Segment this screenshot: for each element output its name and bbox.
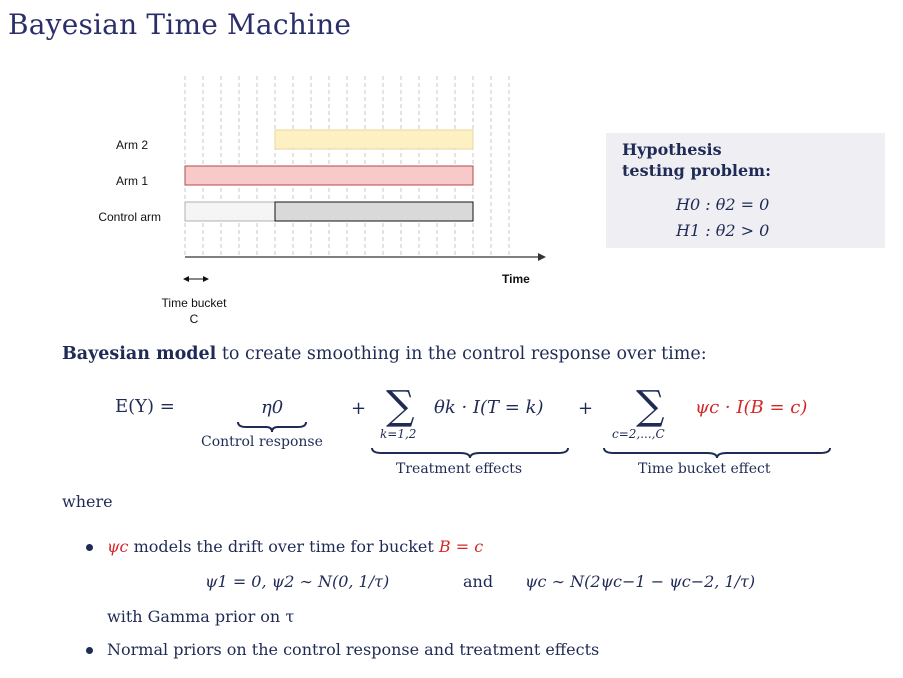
sum-sign-k: ∑ [386,383,415,429]
arm1-bar [184,165,474,186]
bucket-arrow-right-head [203,276,209,282]
psi-c: ψc [107,537,129,556]
treatment-underbrace [371,447,569,459]
hypothesis-title-line2: testing problem: [622,161,772,180]
time-bucket-effect-label: Time bucket effect [638,461,771,477]
model-intro-rest: to create smoothing in the control respo… [216,344,707,364]
sum-c-limits: c=2,...,C [612,427,665,441]
sum-sign-c: ∑ [636,383,665,429]
bucket-equation: B = c [438,537,484,556]
control-response-label: Control response [201,434,323,450]
eta-zero: η0 [261,397,284,418]
control-arm-label: Control arm [98,210,161,224]
plus-sign-1: + [351,398,367,419]
time-axis-label: Time [502,272,530,286]
equation-lhs: E(Y) = [115,396,175,417]
gamma-prior-text: with Gamma prior on τ [107,607,295,626]
time-bucket-underbrace [603,447,831,459]
alternative-hypothesis: H1 : θ2 > 0 [676,221,770,240]
bullet-2-text: Normal priors on the control response an… [107,640,600,659]
control-bar-late [274,201,474,222]
model-intro: Bayesian model to create smoothing in th… [62,344,707,364]
psi-prior-left: ψ1 = 0, ψ2 ∼ N(0, 1/τ) [205,572,390,591]
hypothesis-box: Hypothesis testing problem: H0 : θ2 = 0 … [606,133,885,248]
time-bucket-gridlines [184,76,510,257]
treatment-effects-label: Treatment effects [396,461,523,477]
and-word: and [463,572,494,591]
arm1-label: Arm 1 [116,174,148,188]
timeline-diagram: Arm 2 Arm 1 Control arm Time Time bucket… [98,76,546,326]
time-bucket-term: ψc · I(B = c) [695,397,808,418]
bullet-dot-2 [86,647,93,654]
time-bucket-label: Time bucket [162,296,228,310]
where-text: where [62,492,113,511]
treatment-term: θk · I(T = k) [434,397,544,418]
sum-k-limits: k=1,2 [380,427,417,441]
null-hypothesis: H0 : θ2 = 0 [676,195,770,214]
plus-sign-2: + [578,398,594,419]
arm2-label: Arm 2 [116,138,148,152]
bullet-1-text: ψc models the drift over time for bucket… [107,537,483,556]
bucket-arrow-left-head [183,276,189,282]
model-intro-bold: Bayesian model [62,344,217,364]
control-bar-early [184,201,276,222]
bullet-1-body: models the drift over time for bucket [128,537,439,556]
arm2-bar [274,129,474,150]
time-axis-arrowhead [538,253,546,261]
hypothesis-title-line1: Hypothesis [622,140,722,159]
hypothesis-title: Hypothesis testing problem: [622,139,771,181]
bullet-dot-1 [86,544,93,551]
psi-prior-right: ψc ∼ N(2ψc−1 − ψc−2, 1/τ) [525,572,756,591]
time-bucket-c-label: C [190,312,199,326]
slide-title: Bayesian Time Machine [8,8,352,41]
control-underbrace [237,421,307,433]
